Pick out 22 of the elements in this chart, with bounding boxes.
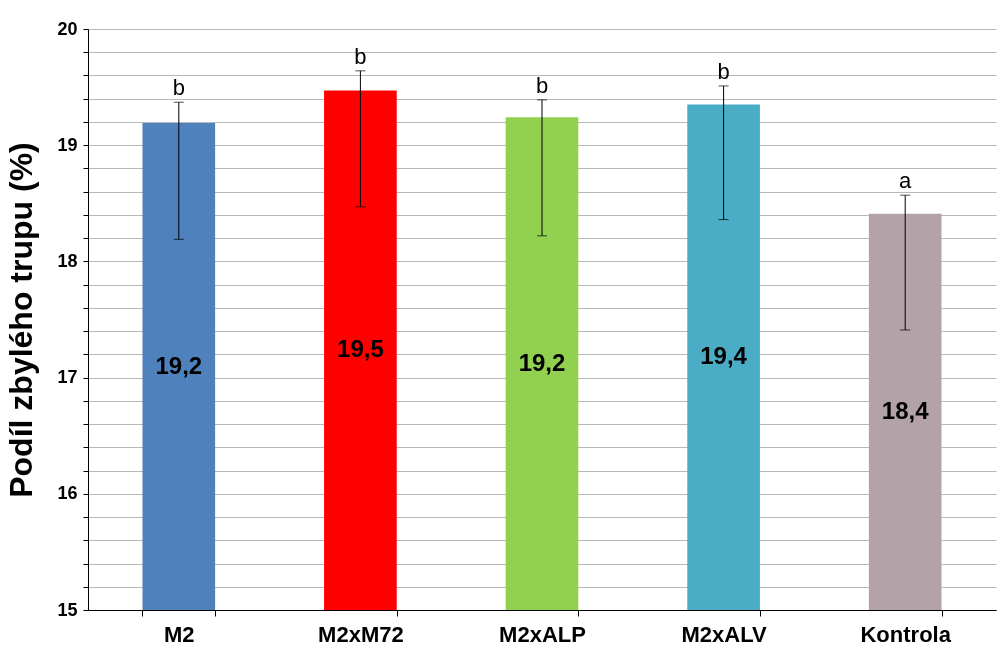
annotation: b <box>354 43 367 69</box>
y-tick-label: 20 <box>57 18 78 39</box>
data-label: 19,2 <box>518 348 566 376</box>
data-label: 19,5 <box>337 335 384 363</box>
annotation: b <box>172 75 185 101</box>
y-tick-label: 15 <box>57 599 78 620</box>
annotation: b <box>535 72 549 98</box>
y-axis-title: Podíl zbylého trupu (%) <box>3 142 40 498</box>
y-tick-label: 18 <box>57 250 78 271</box>
x-tick-label: M2xALV <box>681 621 767 647</box>
annotation: b <box>717 58 730 84</box>
x-tick-label: Kontrola <box>860 621 952 647</box>
data-label: 19,4 <box>700 342 748 370</box>
x-tick-label: M2 <box>164 621 195 647</box>
annotation: a <box>899 168 913 194</box>
data-label: 19,2 <box>155 351 203 379</box>
x-tick-label: M2xALP <box>499 621 586 647</box>
y-tick-label: 19 <box>57 134 78 155</box>
data-label: 18,4 <box>881 396 930 424</box>
y-tick-label: 17 <box>57 367 78 388</box>
x-tick-label: M2xM72 <box>318 621 404 647</box>
y-tick-label: 16 <box>57 483 78 504</box>
